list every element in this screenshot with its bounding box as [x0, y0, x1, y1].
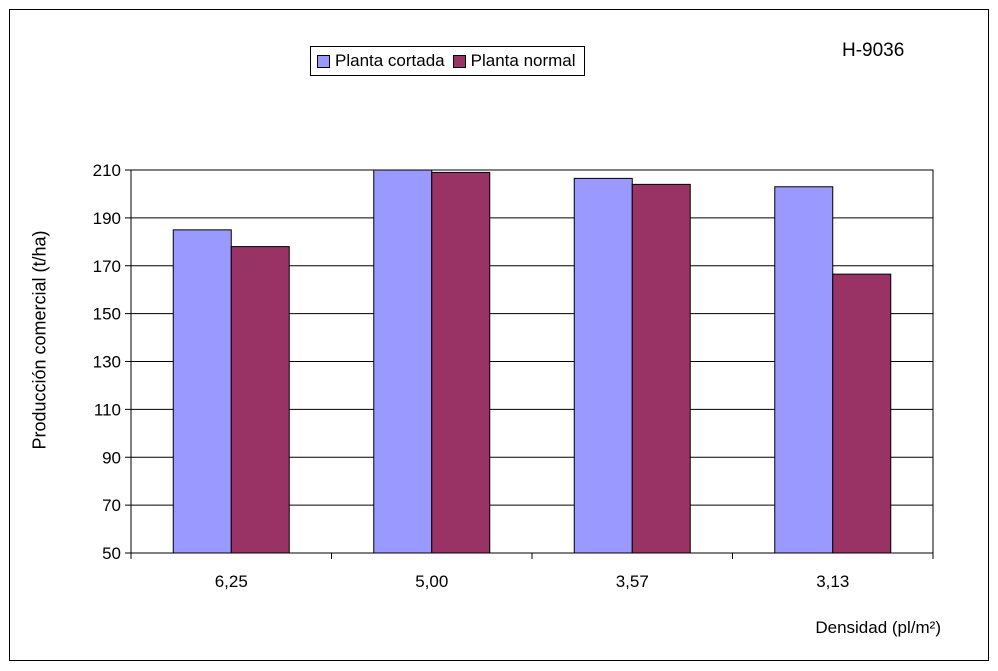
y-axis-label: Producción comercial (t/ha) [29, 230, 50, 450]
y-tick-label: 170 [93, 257, 121, 276]
bar [573, 177, 633, 554]
bar [172, 229, 232, 554]
legend-item-planta-cortada: Planta cortada [317, 51, 445, 71]
y-tick-label: 90 [102, 448, 121, 467]
bar [832, 273, 892, 554]
x-tick-label: 6,25 [215, 572, 248, 591]
chart-tag: H-9036 [842, 40, 905, 61]
bar [774, 186, 834, 554]
x-tick-label: 3,57 [616, 572, 649, 591]
y-tick-label: 110 [94, 400, 121, 419]
bar [631, 183, 691, 554]
y-tick-label: 210 [93, 161, 121, 180]
legend-item-planta-normal: Planta normal [452, 51, 576, 71]
legend: Planta cortada Planta normal [310, 46, 585, 76]
x-tick-label: 5,00 [415, 572, 448, 591]
x-axis-label: Densidad (pl/m²) [815, 618, 941, 637]
bar [230, 246, 290, 554]
y-tick-label: 130 [93, 353, 121, 372]
bar [431, 171, 491, 554]
legend-swatch-planta-cortada [317, 54, 330, 68]
x-tick-label: 3,13 [816, 572, 849, 591]
y-tick-label: 70 [102, 496, 121, 515]
y-tick-label: 190 [93, 209, 121, 228]
y-tick-label: 150 [93, 305, 121, 324]
y-tick-label: 50 [102, 544, 121, 563]
legend-swatch-planta-normal [452, 54, 466, 68]
legend-label-planta-normal: Planta normal [470, 51, 576, 70]
bar [373, 169, 433, 554]
legend-label-planta-cortada: Planta cortada [335, 51, 445, 70]
